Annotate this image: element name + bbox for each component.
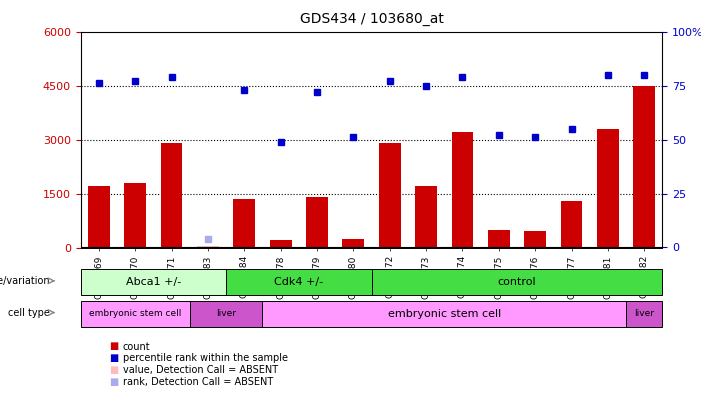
Bar bbox=[451, 132, 473, 248]
Bar bbox=[226, 269, 372, 295]
Text: genotype/variation: genotype/variation bbox=[0, 276, 50, 286]
Bar bbox=[81, 301, 190, 327]
Bar bbox=[597, 129, 619, 248]
Bar bbox=[197, 246, 219, 248]
Bar bbox=[379, 143, 401, 248]
Bar bbox=[270, 240, 292, 248]
Bar bbox=[372, 269, 662, 295]
Bar bbox=[161, 143, 182, 248]
Text: embryonic stem cell: embryonic stem cell bbox=[388, 309, 501, 319]
Text: ■: ■ bbox=[109, 341, 118, 352]
Text: liver: liver bbox=[634, 309, 654, 318]
Text: count: count bbox=[123, 341, 150, 352]
Text: cell type: cell type bbox=[8, 308, 50, 318]
Bar bbox=[342, 238, 365, 248]
Bar bbox=[488, 230, 510, 248]
Text: liver: liver bbox=[216, 309, 236, 318]
Text: Cdk4 +/-: Cdk4 +/- bbox=[274, 277, 323, 287]
Text: ■: ■ bbox=[109, 353, 118, 364]
Bar bbox=[190, 301, 262, 327]
Text: GDS434 / 103680_at: GDS434 / 103680_at bbox=[299, 12, 444, 26]
Text: control: control bbox=[498, 277, 536, 287]
Bar bbox=[561, 201, 583, 248]
Bar bbox=[415, 187, 437, 248]
Bar bbox=[626, 301, 662, 327]
Bar bbox=[634, 86, 655, 248]
Text: ■: ■ bbox=[109, 365, 118, 375]
Text: percentile rank within the sample: percentile rank within the sample bbox=[123, 353, 287, 364]
Text: rank, Detection Call = ABSENT: rank, Detection Call = ABSENT bbox=[123, 377, 273, 387]
Bar bbox=[88, 187, 109, 248]
Bar bbox=[262, 301, 626, 327]
Text: ■: ■ bbox=[109, 377, 118, 387]
Bar bbox=[306, 197, 328, 248]
Bar bbox=[524, 231, 546, 248]
Text: embryonic stem cell: embryonic stem cell bbox=[89, 309, 182, 318]
Text: Abca1 +/-: Abca1 +/- bbox=[125, 277, 181, 287]
Text: value, Detection Call = ABSENT: value, Detection Call = ABSENT bbox=[123, 365, 278, 375]
Bar bbox=[124, 183, 146, 248]
Bar bbox=[233, 199, 255, 248]
Bar bbox=[81, 269, 226, 295]
